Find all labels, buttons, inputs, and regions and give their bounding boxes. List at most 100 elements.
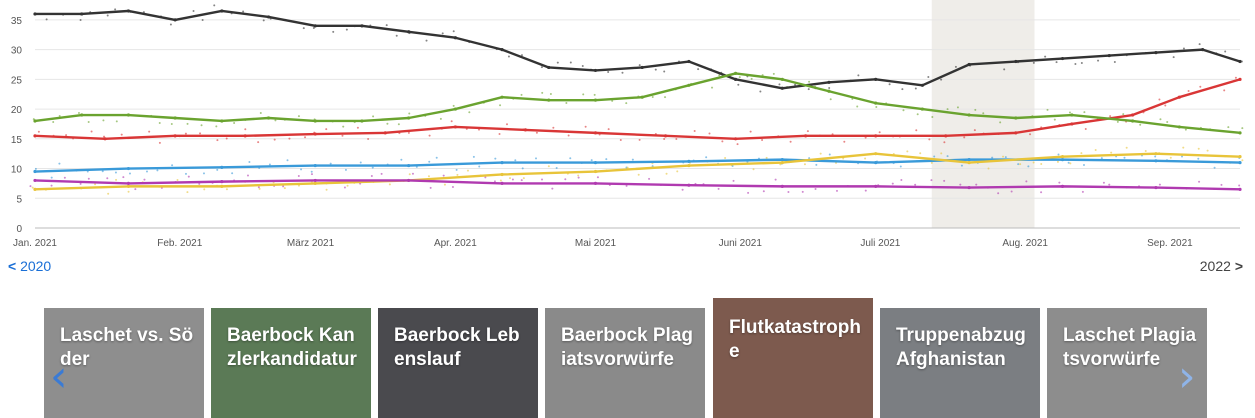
poll-dot	[148, 130, 151, 133]
poll-dot	[58, 115, 61, 118]
poll-dot	[663, 138, 666, 141]
poll-dot	[442, 174, 445, 177]
poll-dot	[300, 168, 303, 171]
poll-dot	[332, 30, 335, 33]
poll-dot	[522, 177, 525, 180]
x-tick-label: Aug. 2021	[1002, 238, 1048, 249]
event-card-baerbock-kanzlerkandidatur[interactable]: Baerbock Kanzlerkandidatur	[211, 308, 371, 418]
poll-dot	[520, 179, 523, 182]
event-card-truppenabzug-afghanistan[interactable]: Truppenabzug Afghanistan	[880, 308, 1040, 418]
poll-dot	[1097, 59, 1100, 62]
event-card-baerbock-plagiatsvorwuerfe[interactable]: Baerbock Plagiatsvorwürfe	[545, 308, 705, 418]
series-point	[173, 116, 177, 120]
poll-dot	[747, 191, 750, 194]
poll-dot	[283, 187, 286, 190]
poll-dot	[914, 183, 917, 186]
poll-dot	[429, 186, 432, 189]
poll-dot	[843, 140, 846, 143]
poll-dot	[1057, 153, 1060, 156]
event-card-laschet-vs-soeder[interactable]: Laschet vs. Söder	[44, 308, 204, 418]
poll-dot	[114, 171, 117, 174]
poll-dot	[943, 179, 946, 182]
previous-year-label: 2020	[20, 258, 52, 274]
poll-dot	[344, 168, 347, 171]
poll-dot	[215, 125, 218, 128]
poll-dot	[65, 134, 68, 137]
poll-dot	[1068, 111, 1071, 114]
poll-dot	[499, 179, 502, 182]
poll-dot	[1224, 50, 1227, 53]
poll-dot	[902, 109, 905, 112]
poll-dot	[428, 160, 431, 163]
poll-dot	[439, 117, 442, 120]
x-tick-label: Juni 2021	[719, 238, 763, 249]
poll-dot	[815, 163, 818, 166]
poll-dot	[508, 177, 511, 180]
y-tick-label: 35	[11, 16, 23, 27]
poll-dot	[428, 134, 431, 137]
poll-dot	[184, 132, 187, 135]
series-point	[780, 184, 784, 188]
poll-dot	[443, 183, 446, 186]
poll-dot	[552, 126, 555, 129]
poll-dot	[101, 170, 104, 173]
carousel-next-icon[interactable]: ›	[1178, 351, 1196, 402]
poll-dot	[535, 157, 538, 160]
poll-dot	[928, 138, 931, 141]
series-point	[80, 12, 84, 16]
series-point	[453, 125, 457, 129]
chevron-left-icon: <	[8, 258, 17, 274]
series-point	[313, 178, 317, 183]
y-tick-label: 15	[11, 135, 23, 146]
poll-dot	[184, 172, 187, 175]
poll-dot	[577, 174, 580, 177]
event-card-laschet-plagiatsvorwuerfe[interactable]: Laschet Plagiatsvorwürfe	[1047, 308, 1207, 418]
series-point	[1238, 77, 1242, 81]
poll-dot	[1197, 157, 1200, 160]
poll-dot	[541, 178, 544, 181]
series-point	[407, 116, 411, 120]
poll-dot	[930, 161, 933, 164]
poll-dot	[676, 170, 679, 173]
poll-dot	[286, 159, 289, 162]
card-label: Baerbock Lebenslauf	[394, 325, 520, 370]
poll-dot	[963, 136, 966, 139]
series-point	[640, 65, 644, 70]
poll-dot	[304, 136, 307, 139]
poll-dot	[186, 122, 189, 125]
poll-dot	[310, 173, 313, 176]
poll-dot	[564, 178, 567, 181]
previous-year-link[interactable]: < 2020	[8, 258, 51, 274]
poll-dot	[651, 165, 654, 168]
poll-dot	[1053, 118, 1056, 121]
series-point	[967, 185, 971, 190]
series-point	[593, 131, 598, 135]
poll-dot	[171, 164, 174, 167]
poll-dot	[1032, 61, 1035, 64]
next-year-link[interactable]: 2022 >	[1200, 258, 1243, 274]
poll-dot	[718, 74, 721, 77]
card-label: Baerbock Kanzlerkandidatur	[227, 325, 357, 370]
poll-dot	[514, 159, 517, 162]
poll-dot	[203, 188, 206, 191]
poll-dot	[761, 138, 764, 141]
poll-dot	[761, 74, 764, 77]
poll-dot	[535, 131, 538, 134]
poll-dot	[288, 137, 291, 140]
card-image	[211, 308, 371, 418]
poll-dot	[1238, 184, 1241, 187]
poll-dot	[493, 180, 496, 183]
poll-dot	[1082, 164, 1085, 167]
series-point	[874, 160, 878, 165]
poll-dot	[1069, 162, 1072, 165]
event-card-flutkatastrophe[interactable]: Flutkatastrophe	[713, 298, 873, 418]
carousel-prev-icon[interactable]: ‹	[50, 351, 68, 402]
poll-dot	[158, 121, 161, 124]
poll-dot	[367, 138, 370, 141]
poll-dot	[1166, 121, 1169, 124]
poll-dot	[864, 157, 867, 160]
poll-dot	[915, 129, 918, 132]
poll-dot	[1164, 104, 1167, 107]
poll-dot	[242, 10, 245, 13]
event-card-baerbock-lebenslauf[interactable]: Baerbock Lebenslauf	[378, 308, 538, 418]
